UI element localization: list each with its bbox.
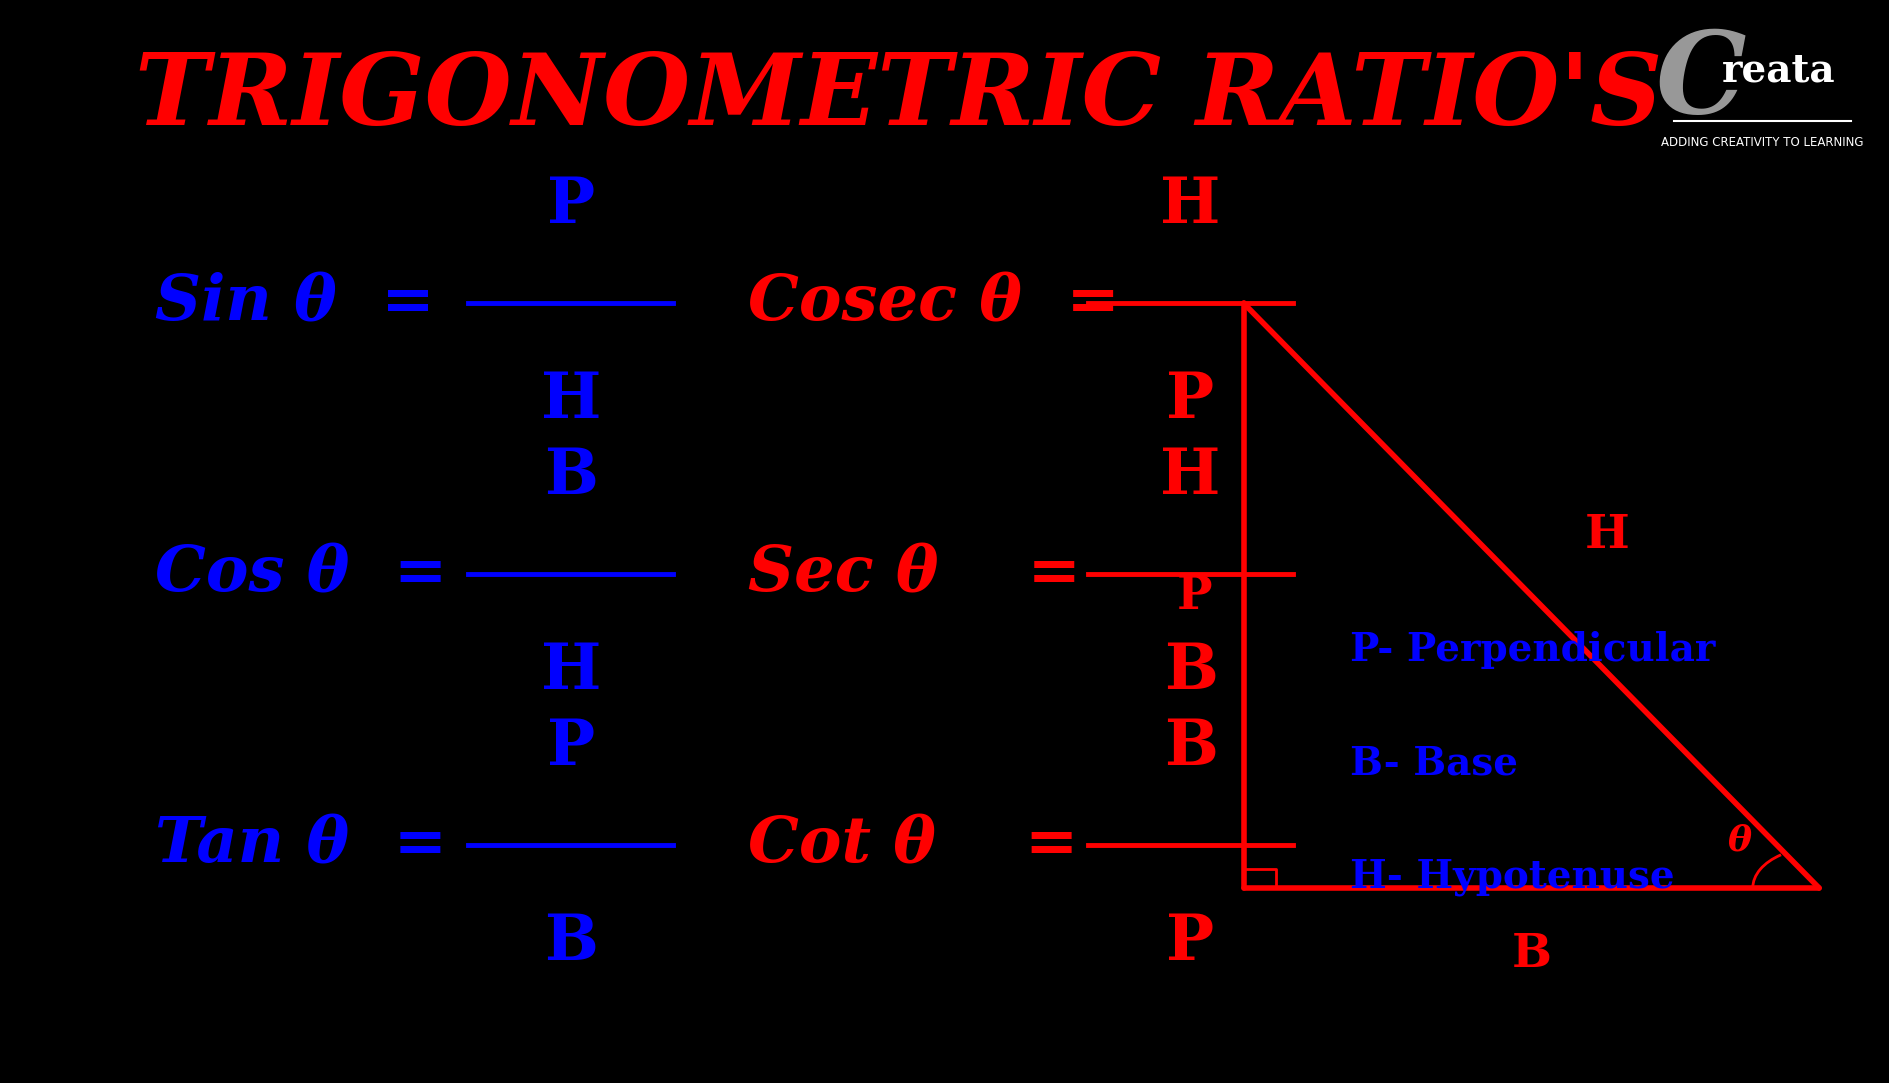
Text: Sin θ  =: Sin θ = [155,273,434,334]
Text: Cos θ  =: Cos θ = [155,544,448,604]
Text: reata: reata [1721,51,1834,90]
Text: P- Perpendicular: P- Perpendicular [1349,630,1715,669]
Text: B: B [1164,717,1217,778]
Text: P: P [1166,912,1215,973]
Text: B- Base: B- Base [1349,744,1517,783]
Text: C: C [1655,26,1745,136]
Text: TRIGONOMETRIC RATIO'S: TRIGONOMETRIC RATIO'S [134,49,1660,146]
Text: Tan θ  =: Tan θ = [155,814,446,875]
Text: B: B [1164,641,1217,702]
Text: Cosec θ  =: Cosec θ = [748,273,1118,334]
Text: θ: θ [1727,824,1751,858]
Text: Sec θ    =: Sec θ = [748,544,1081,604]
Text: H- Hypotenuse: H- Hypotenuse [1349,858,1674,897]
Text: B: B [1511,931,1551,977]
Text: P: P [1166,370,1215,431]
Text: Cot θ    =: Cot θ = [748,814,1077,875]
Text: H: H [1160,175,1220,236]
Text: P: P [546,717,595,778]
Text: ADDING CREATIVITY TO LEARNING: ADDING CREATIVITY TO LEARNING [1660,136,1863,149]
Text: B: B [544,446,597,507]
Text: H: H [540,370,601,431]
Text: H: H [540,641,601,702]
Text: P: P [546,175,595,236]
Text: B: B [544,912,597,973]
Text: H: H [1583,512,1628,558]
Text: P: P [1175,573,1211,618]
Text: H: H [1160,446,1220,507]
